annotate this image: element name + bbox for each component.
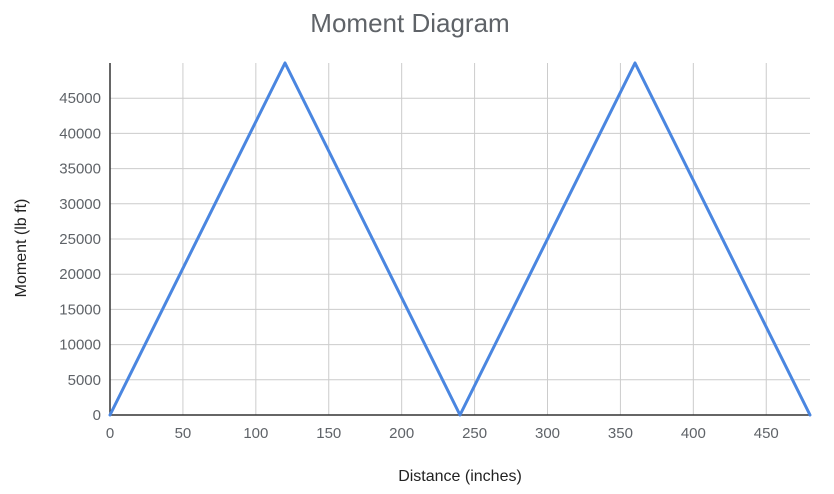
y-tick-label: 5000 [68,372,101,389]
y-tick-label: 40000 [59,125,101,142]
x-tick-label: 250 [462,425,487,442]
horizontal-gridlines [110,97,810,381]
y-tick-labels: 0 5000 10000 15000 20000 25000 30000 35000 40000… [59,90,101,424]
x-tick-label: 200 [389,425,414,442]
x-axis-label: Distance (inches) [398,468,522,485]
y-tick-label: 0 [93,407,101,424]
series-group [108,61,812,417]
y-tick-label: 20000 [59,266,101,283]
y-tick-label: 45000 [59,90,101,107]
x-tick-label: 300 [535,425,560,442]
y-tick-label: 15000 [59,301,101,318]
x-tick-label: 50 [175,425,192,442]
y-tick-label: 30000 [59,196,101,213]
x-tick-label: 350 [608,425,633,442]
x-tick-label: 400 [681,425,706,442]
x-tick-label: 150 [316,425,341,442]
x-tick-label: 100 [243,425,268,442]
chart-title: Moment Diagram [310,8,509,38]
x-tick-label: 450 [754,425,779,442]
y-tick-label: 25000 [59,231,101,248]
y-tick-label: 10000 [59,337,101,354]
y-axis-label: Moment (lb ft) [13,199,30,298]
y-tick-label: 35000 [59,161,101,178]
x-tick-labels: 0 50 100 150 200 250 300 350 400 450 [106,425,779,442]
series-line [108,61,812,417]
x-tick-label: 0 [106,425,114,442]
